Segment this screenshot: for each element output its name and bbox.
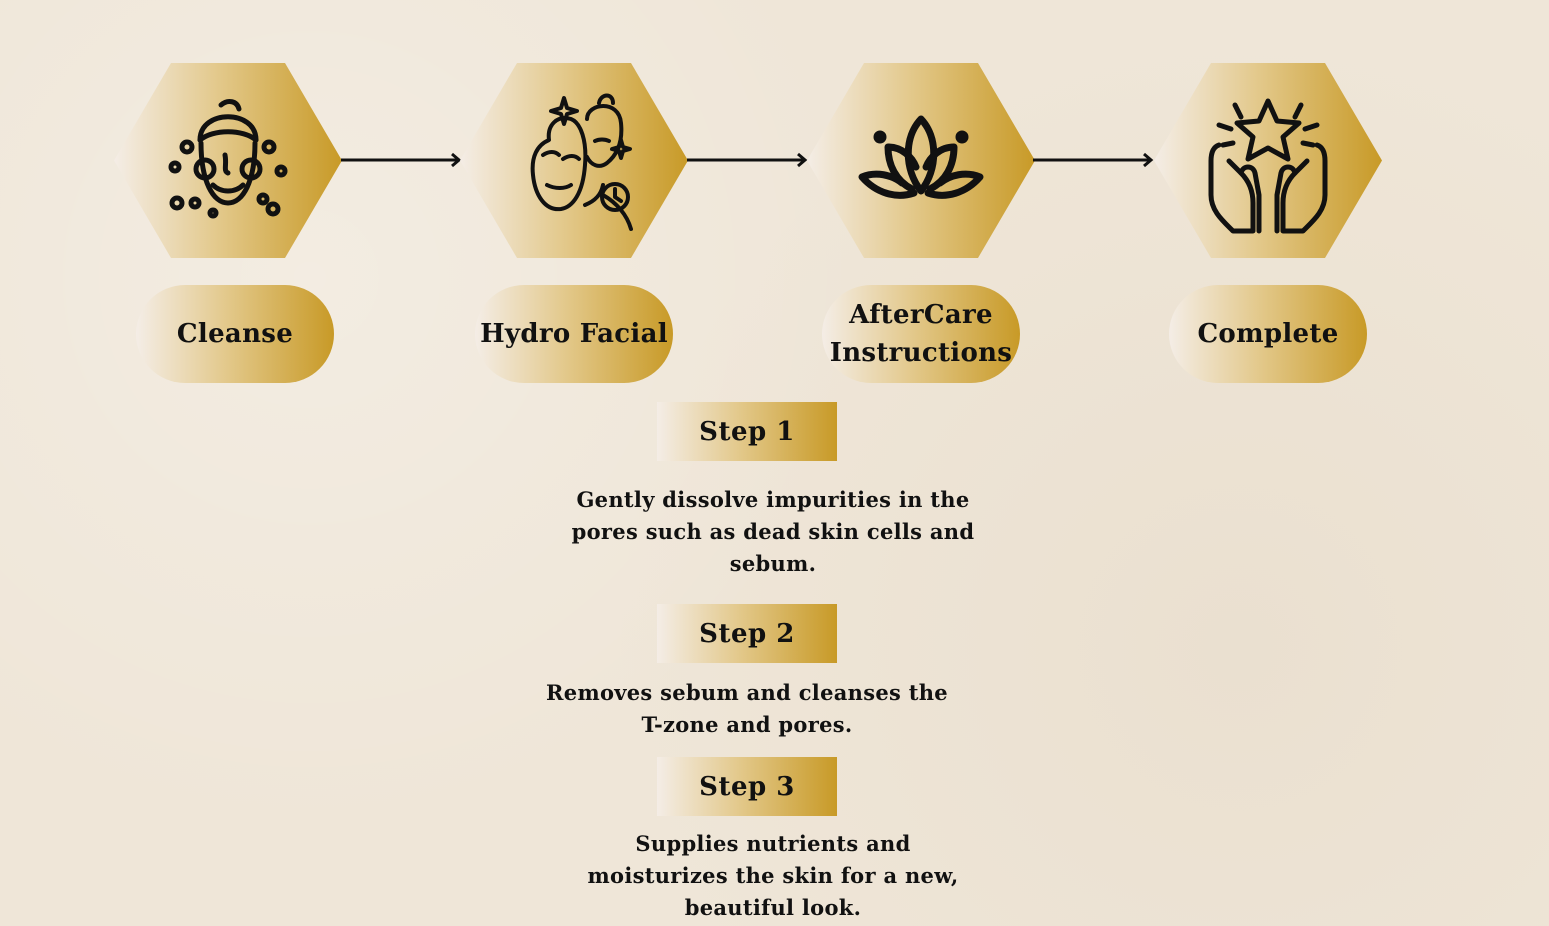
stage-label-hydro-facial: Hydro Facial — [475, 285, 673, 383]
step-1-description: Gently dissolve impurities in the pores … — [571, 487, 975, 576]
stage-label-complete: Complete — [1169, 285, 1367, 383]
hex-hydro-facial — [460, 63, 688, 258]
hex-cleanse — [114, 63, 342, 258]
step-1-title: Step 1 — [699, 416, 795, 447]
lotus-icon — [858, 115, 984, 199]
step-1-badge: Step 1 — [657, 402, 837, 461]
hands-star-icon — [1208, 98, 1328, 234]
step-2-title: Step 2 — [699, 618, 795, 649]
hex-aftercare — [807, 63, 1035, 258]
stage-label-aftercare: AfterCare Instructions — [822, 285, 1020, 383]
arrow-2 — [687, 152, 808, 168]
stage-label-cleanse: Cleanse — [136, 285, 334, 383]
arrow-1 — [341, 152, 462, 168]
step-2-badge: Step 2 — [657, 604, 837, 663]
step-3-title: Step 3 — [699, 771, 795, 802]
face-mask-icon — [530, 93, 633, 231]
step-2-description: Removes sebum and cleanses the T-zone an… — [546, 680, 948, 737]
step-3-description: Supplies nutrients and moisturizes the s… — [587, 831, 959, 920]
step-3-badge: Step 3 — [657, 757, 837, 816]
arrow-3 — [1033, 152, 1154, 168]
face-towel-icon — [168, 99, 288, 219]
hex-complete — [1154, 63, 1382, 258]
